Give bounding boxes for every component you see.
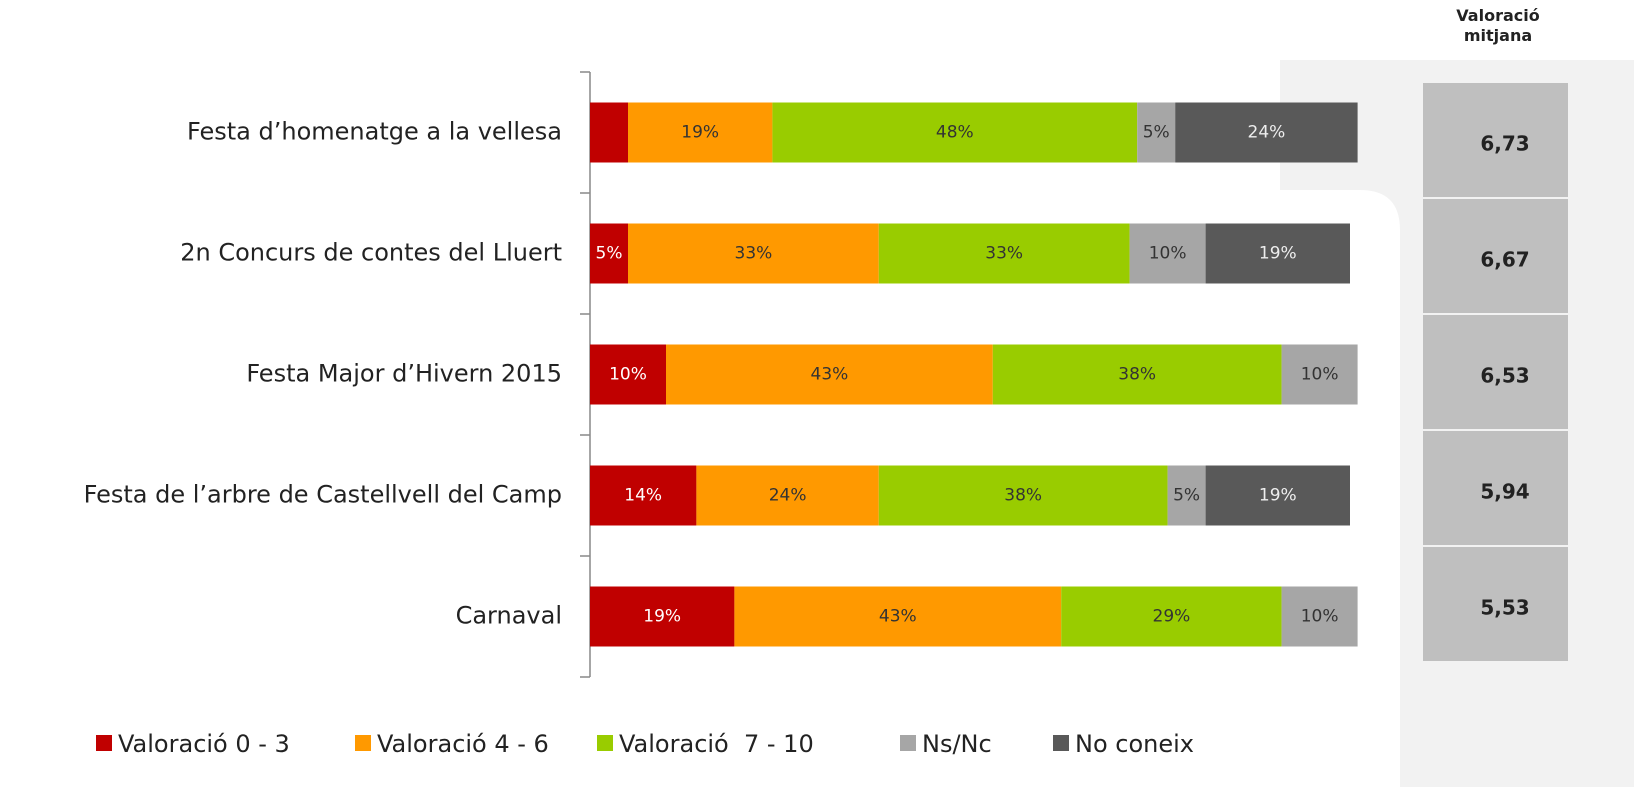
legend-label: No coneix <box>1075 730 1194 758</box>
category-label: Carnaval <box>456 602 562 630</box>
data-label: 5% <box>596 244 623 264</box>
legend-swatch <box>355 735 371 751</box>
legend-label: Ns/Nc <box>922 730 992 758</box>
legend-swatch <box>597 735 613 751</box>
legend-swatch <box>96 735 112 751</box>
data-label: 24% <box>1248 123 1286 143</box>
category-label: Festa d’homenatge a la vellesa <box>187 118 562 146</box>
data-label: 19% <box>1259 486 1297 506</box>
data-label: 43% <box>811 365 849 385</box>
bar-segment <box>1281 344 1358 405</box>
bar-segment <box>1167 465 1206 526</box>
data-label: 10% <box>609 365 647 385</box>
data-label: 19% <box>643 607 681 627</box>
data-label: 48% <box>936 123 974 143</box>
legend-label: Valoració 4 - 6 <box>377 730 549 758</box>
average-label: 5,53 <box>1480 596 1529 620</box>
bar-segment <box>1281 586 1358 647</box>
data-label: 10% <box>1149 244 1187 264</box>
bar-segment <box>628 223 879 284</box>
legend-label: Valoració 7 - 10 <box>619 730 814 758</box>
bar-segment <box>878 465 1168 526</box>
average-box <box>1423 547 1568 661</box>
bar-segment <box>734 586 1062 647</box>
data-label: 5% <box>1173 486 1200 506</box>
bar-segment <box>1205 465 1350 526</box>
bar-segment <box>1129 223 1206 284</box>
category-label: 2n Concurs de contes del Lluert <box>180 239 562 267</box>
average-label: 6,53 <box>1480 364 1529 388</box>
average-box <box>1423 431 1568 545</box>
average-label: 5,94 <box>1480 480 1529 504</box>
data-label: 14% <box>624 486 662 506</box>
bar-segment <box>1175 102 1358 163</box>
bar-segment <box>1137 102 1176 163</box>
data-label: 19% <box>1259 244 1297 264</box>
bar-segment <box>1205 223 1350 284</box>
category-label: Festa de l’arbre de Castellvell del Camp <box>84 481 562 509</box>
bar-segment <box>696 465 879 526</box>
bar-segment <box>992 344 1282 405</box>
average-box <box>1423 83 1568 197</box>
bar-segment <box>590 465 697 526</box>
data-label: 33% <box>735 244 773 264</box>
bar-segment <box>1061 586 1282 647</box>
data-label: 29% <box>1153 607 1191 627</box>
category-label: Festa Major d’Hivern 2015 <box>246 360 562 388</box>
bar-segment <box>628 102 773 163</box>
bar-segment <box>590 586 735 647</box>
average-box <box>1423 199 1568 313</box>
legend-swatch <box>1053 735 1069 751</box>
legend-label: Valoració 0 - 3 <box>118 730 290 758</box>
data-label: 19% <box>681 123 719 143</box>
data-label: 38% <box>1004 486 1042 506</box>
data-label: 10% <box>1301 365 1339 385</box>
data-label: 38% <box>1118 365 1156 385</box>
bar-segment <box>666 344 993 405</box>
legend-swatch <box>900 735 916 751</box>
average-label: 6,73 <box>1480 132 1529 156</box>
bar-segment <box>590 102 628 163</box>
average-header: Valoració mitjana <box>1456 6 1540 45</box>
data-label: 10% <box>1301 607 1339 627</box>
bar-segment <box>772 102 1138 163</box>
bar-segment <box>590 344 666 405</box>
data-label: 5% <box>1143 123 1170 143</box>
bar-segment <box>878 223 1130 284</box>
average-label: 6,67 <box>1480 248 1529 272</box>
data-label: 33% <box>985 244 1023 264</box>
data-label: 24% <box>769 486 807 506</box>
bar-segment <box>590 223 628 284</box>
data-label: 43% <box>879 607 917 627</box>
average-box <box>1423 315 1568 429</box>
